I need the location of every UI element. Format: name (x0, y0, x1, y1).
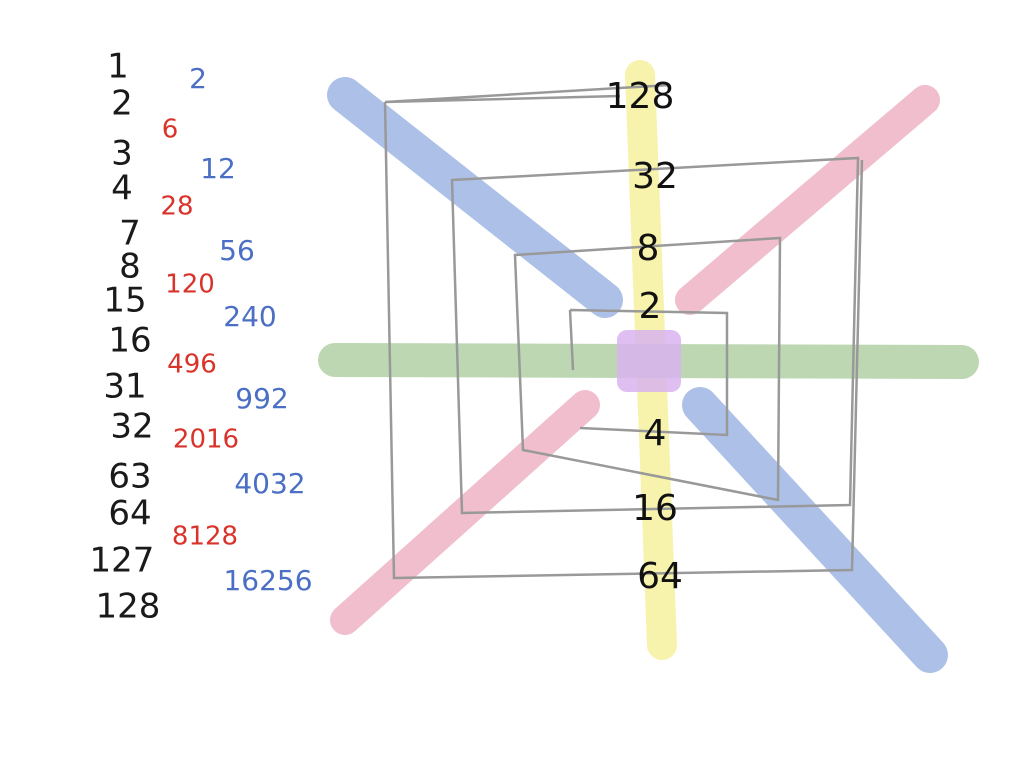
left-column-number: 7 (119, 214, 141, 254)
square-inner (568, 308, 729, 437)
left-column-number: 15 (103, 281, 146, 321)
left-column-number: 1 (107, 47, 129, 87)
red-column-number: 6 (162, 115, 179, 145)
left-column-number: 3 (111, 134, 133, 174)
left-column-number: 32 (110, 407, 153, 447)
labels: 1234781516313263641271286281204962016812… (90, 47, 683, 627)
blue-column-number: 16256 (223, 564, 312, 597)
blue-stroke (682, 387, 948, 673)
red-column-number: 2016 (173, 425, 239, 455)
left-column-number: 2 (111, 84, 133, 124)
left-column-number: 31 (103, 367, 146, 407)
center-column-number: 128 (606, 76, 675, 117)
center-square (617, 330, 681, 392)
left-column-number: 128 (96, 587, 161, 627)
square-2 (450, 156, 860, 515)
red-column-number: 496 (167, 350, 217, 380)
blue-stroke (327, 77, 623, 318)
red-column-number: 8128 (172, 522, 238, 552)
left-column-number: 127 (90, 541, 155, 581)
blue-column-number: 12 (200, 152, 236, 185)
left-column-number: 8 (119, 247, 141, 287)
center-column-number: 2 (639, 286, 662, 327)
square-3 (513, 236, 782, 502)
red-column-number: 120 (165, 270, 215, 300)
center-column-number: 32 (632, 156, 678, 197)
pink-stroke (675, 85, 940, 315)
blue-column-number: 992 (235, 382, 288, 415)
square-outer (383, 83, 864, 580)
left-column-number: 16 (108, 321, 151, 361)
blue-column-number: 2 (189, 62, 207, 95)
center-column-number: 8 (637, 228, 660, 269)
blue-column-number: 4032 (234, 467, 305, 500)
gray-squares (383, 83, 864, 580)
center-column-number: 64 (637, 556, 683, 597)
left-column-number: 63 (108, 457, 151, 497)
left-column-number: 64 (108, 494, 151, 534)
center-column-number: 16 (632, 488, 678, 529)
left-column-number: 4 (111, 169, 133, 209)
red-column-number: 28 (160, 192, 193, 222)
blue-column-number: 56 (219, 234, 255, 267)
center-column-number: 4 (644, 413, 667, 454)
blue-column-number: 240 (223, 300, 276, 333)
